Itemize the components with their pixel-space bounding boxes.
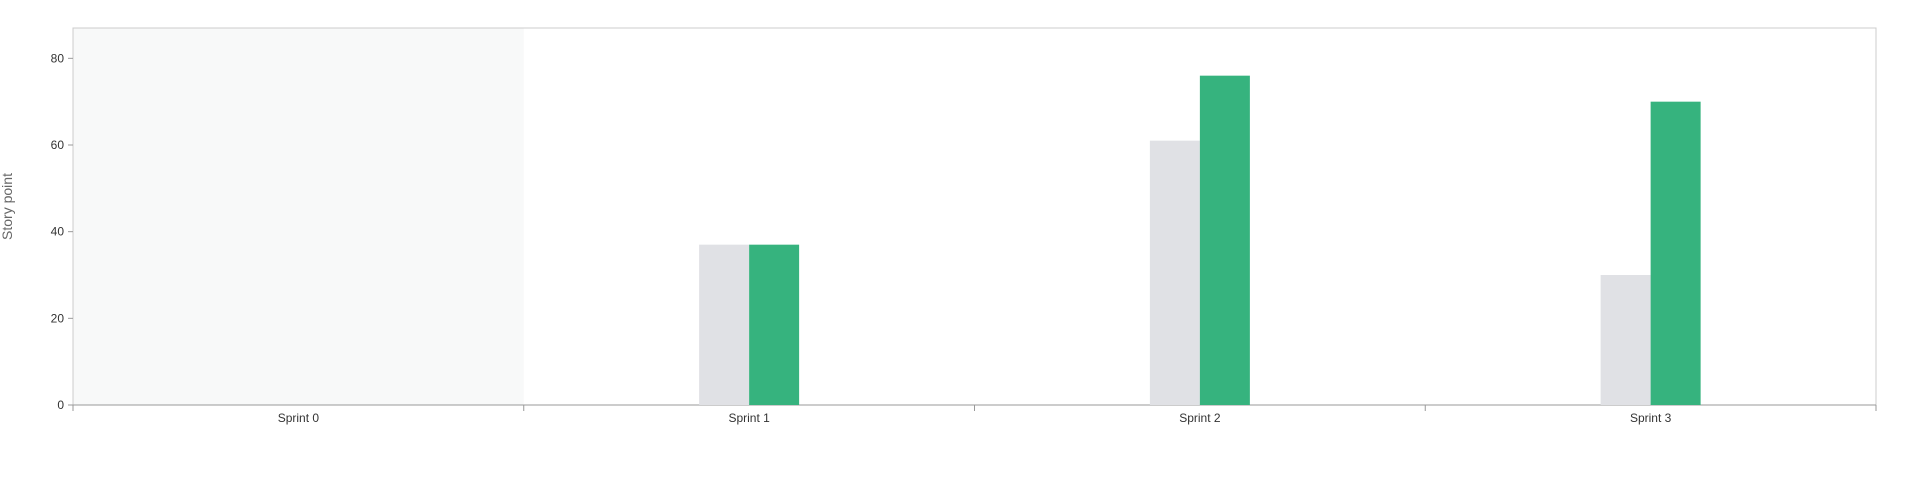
y-tick-label: 20: [51, 311, 65, 325]
y-tick-label: 80: [51, 51, 65, 65]
bar-1-sprint-1[interactable]: [699, 244, 750, 405]
y-axis-title: Story point: [0, 173, 15, 240]
bar-1-sprint-2[interactable]: [1149, 140, 1200, 405]
highlight-band: [73, 28, 524, 405]
y-tick-label: 60: [51, 138, 65, 152]
y-tick-label: 40: [51, 225, 65, 239]
bar-2-sprint-1[interactable]: [749, 244, 800, 405]
bar-2-sprint-2[interactable]: [1199, 75, 1250, 406]
x-tick-label: Sprint 3: [1630, 411, 1672, 425]
x-tick-label: Sprint 2: [1179, 411, 1221, 425]
x-tick-label: Sprint 0: [278, 411, 320, 425]
x-tick-label: Sprint 1: [728, 411, 770, 425]
y-tick-label: 0: [57, 398, 64, 412]
bar-2-sprint-3[interactable]: [1650, 101, 1701, 406]
bar-1-sprint-3[interactable]: [1600, 275, 1651, 405]
